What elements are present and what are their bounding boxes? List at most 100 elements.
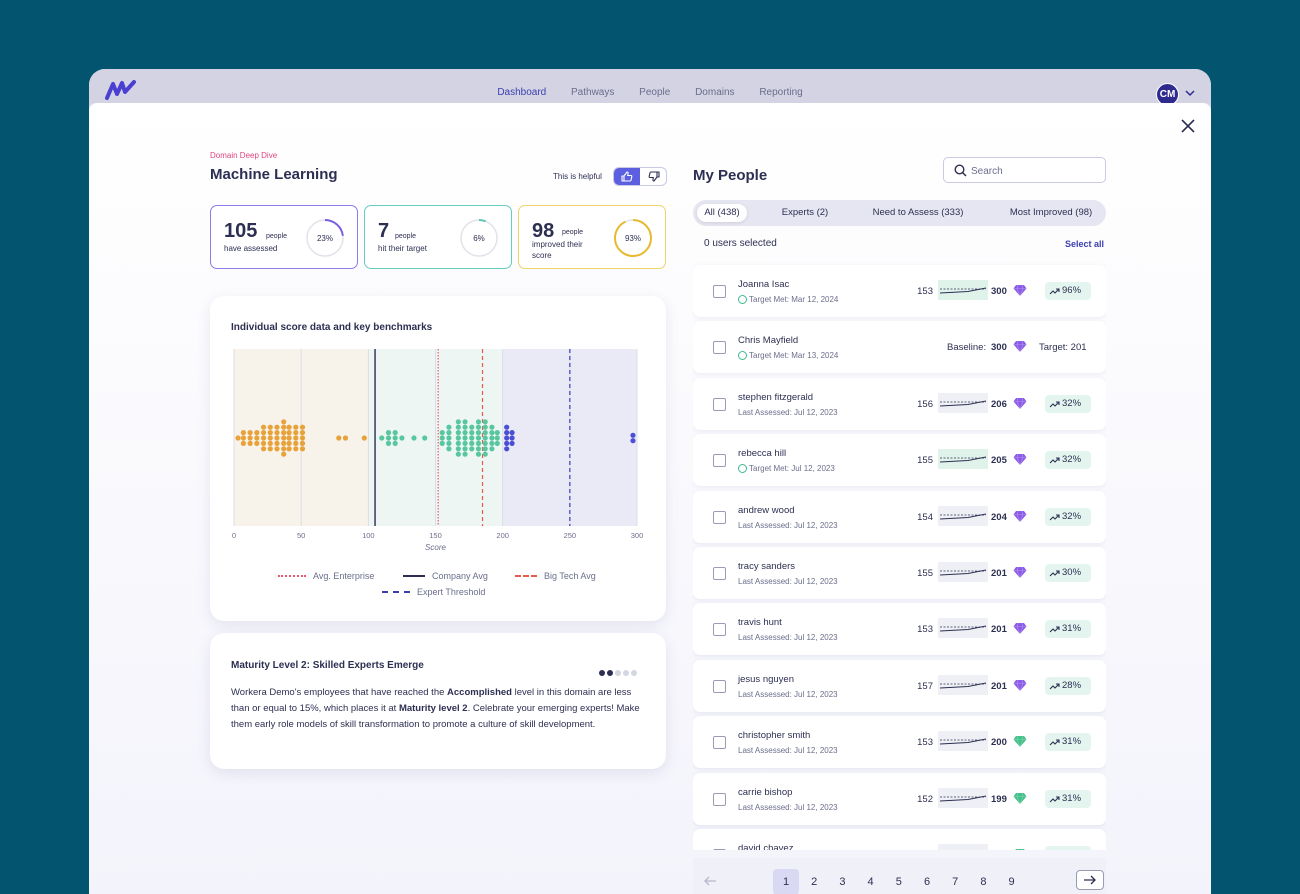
score-dot[interactable] xyxy=(446,446,452,452)
person-row[interactable]: tracy sanders Last Assessed: Jul 12, 2023… xyxy=(693,547,1106,599)
row-checkbox[interactable] xyxy=(713,510,726,524)
score-dot[interactable] xyxy=(240,435,247,441)
score-dot[interactable] xyxy=(504,440,510,446)
score-dot[interactable] xyxy=(482,424,488,430)
nav-pathways[interactable]: Pathways xyxy=(571,87,615,98)
tab-need-to-assess[interactable]: Need to Assess (333) xyxy=(872,207,964,218)
score-dot[interactable] xyxy=(455,440,461,446)
score-dot[interactable] xyxy=(385,435,392,441)
score-dot[interactable] xyxy=(482,435,488,441)
tab-most-improved[interactable]: Most Improved (98) xyxy=(1009,207,1093,218)
score-dot[interactable] xyxy=(504,430,510,436)
stat-card-improved[interactable]: 98 people improved their score 93% xyxy=(518,205,666,269)
person-row[interactable]: travis hunt Last Assessed: Jul 12, 2023 15… xyxy=(693,603,1106,656)
row-checkbox[interactable] xyxy=(713,736,726,750)
score-dot[interactable] xyxy=(462,419,468,425)
score-dot[interactable] xyxy=(446,435,452,441)
score-dot[interactable] xyxy=(475,419,482,425)
workera-logo-icon[interactable] xyxy=(105,80,137,102)
carousel-dot[interactable] xyxy=(615,670,621,676)
score-dot[interactable] xyxy=(336,435,342,441)
score-dot[interactable] xyxy=(385,440,392,446)
row-checkbox[interactable] xyxy=(713,397,726,411)
thumbs-up-button[interactable] xyxy=(614,168,640,185)
score-dot[interactable] xyxy=(509,440,515,446)
score-dot[interactable] xyxy=(281,446,287,452)
score-dot[interactable] xyxy=(379,435,385,441)
score-dot[interactable] xyxy=(293,440,299,446)
score-dot[interactable] xyxy=(293,430,299,436)
score-dot[interactable] xyxy=(482,419,488,425)
person-row[interactable]: andrew wood Last Assessed: Jul 12, 2023 15… xyxy=(693,490,1106,543)
person-row[interactable]: Chris Mayfield Target Met: Mar 13, 2024 Ba… xyxy=(693,321,1106,374)
score-dot[interactable] xyxy=(260,430,267,436)
score-dot[interactable] xyxy=(439,435,445,441)
score-dot[interactable] xyxy=(281,419,287,425)
score-dot[interactable] xyxy=(489,430,495,436)
row-checkbox[interactable] xyxy=(713,623,726,637)
score-dot[interactable] xyxy=(455,424,461,430)
person-row[interactable]: Joanna Isac Target Met: Mar 12, 2024 153 30… xyxy=(693,265,1106,317)
person-row[interactable]: david chavez15219528% xyxy=(693,829,1106,850)
score-dot[interactable] xyxy=(462,430,468,436)
score-dot[interactable] xyxy=(482,446,488,452)
score-dot[interactable] xyxy=(247,440,253,446)
score-dot[interactable] xyxy=(469,440,475,446)
score-dot[interactable] xyxy=(392,440,398,446)
score-dot[interactable] xyxy=(509,435,515,441)
score-dot[interactable] xyxy=(247,435,253,441)
select-all-link[interactable]: Select all xyxy=(1065,239,1105,249)
row-checkbox[interactable] xyxy=(713,454,726,468)
carousel-dot[interactable] xyxy=(607,670,613,676)
score-dot[interactable] xyxy=(240,440,247,446)
page-4-button[interactable]: 4 xyxy=(867,876,874,888)
score-dot[interactable] xyxy=(446,430,452,436)
score-dot[interactable] xyxy=(494,440,500,446)
score-dot[interactable] xyxy=(274,435,280,441)
score-dot[interactable] xyxy=(281,440,287,446)
score-dot[interactable] xyxy=(281,451,287,457)
score-dot[interactable] xyxy=(469,446,475,452)
score-dot[interactable] xyxy=(455,430,461,436)
score-dot[interactable] xyxy=(260,424,267,430)
score-dot[interactable] xyxy=(469,424,475,430)
score-dot[interactable] xyxy=(475,440,482,446)
score-dot[interactable] xyxy=(630,438,636,444)
score-dot[interactable] xyxy=(482,451,488,457)
row-checkbox[interactable] xyxy=(713,792,726,806)
score-dot[interactable] xyxy=(455,435,461,441)
score-dot[interactable] xyxy=(509,430,515,436)
score-dot[interactable] xyxy=(254,440,260,446)
score-dot[interactable] xyxy=(299,424,306,430)
score-dot[interactable] xyxy=(385,430,392,436)
score-dot[interactable] xyxy=(469,430,475,436)
score-dot[interactable] xyxy=(504,435,510,441)
score-dot[interactable] xyxy=(504,446,510,452)
score-dot[interactable] xyxy=(274,424,280,430)
score-dot[interactable] xyxy=(293,446,299,452)
score-dot[interactable] xyxy=(299,435,306,441)
score-dot[interactable] xyxy=(293,424,299,430)
score-dot[interactable] xyxy=(299,446,306,452)
tab-all[interactable]: All (438) xyxy=(697,204,747,222)
thumbs-down-button[interactable] xyxy=(641,168,666,185)
row-checkbox[interactable] xyxy=(713,567,726,580)
score-dot[interactable] xyxy=(489,440,495,446)
carousel-dot[interactable] xyxy=(631,670,637,676)
score-dot[interactable] xyxy=(274,430,280,436)
score-dot[interactable] xyxy=(462,440,468,446)
score-dot[interactable] xyxy=(411,435,417,441)
score-dot[interactable] xyxy=(462,446,468,452)
close-icon[interactable] xyxy=(1181,119,1195,133)
person-row[interactable]: rebecca hill Target Met: Jul 12, 2023 155 2… xyxy=(693,434,1106,487)
score-dot[interactable] xyxy=(392,435,398,441)
score-dot[interactable] xyxy=(455,419,461,425)
score-dot[interactable] xyxy=(462,451,468,457)
score-dot[interactable] xyxy=(254,430,260,436)
score-dot[interactable] xyxy=(293,435,299,441)
score-dot[interactable] xyxy=(489,435,495,441)
score-dot[interactable] xyxy=(260,446,267,452)
score-dot[interactable] xyxy=(455,446,461,452)
score-dot[interactable] xyxy=(489,446,495,452)
score-dot[interactable] xyxy=(286,440,292,446)
